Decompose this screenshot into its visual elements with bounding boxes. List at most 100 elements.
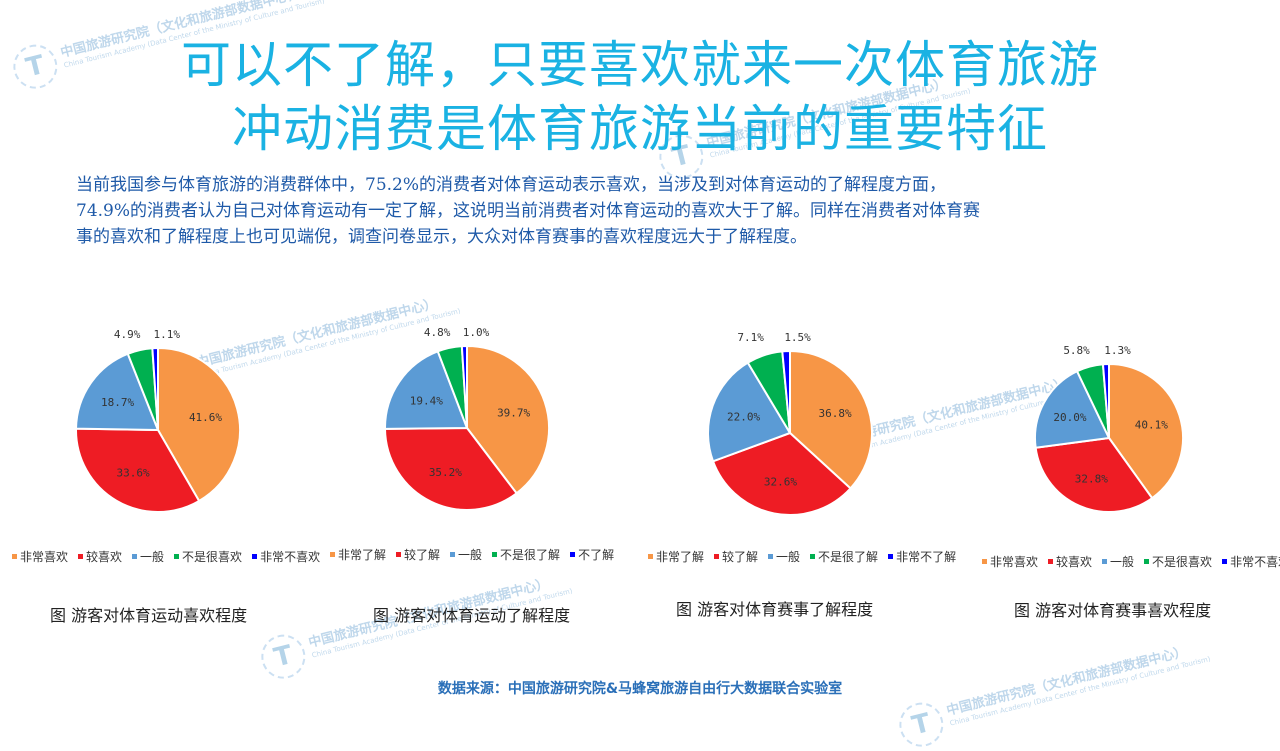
legend-label: 较喜欢 [86, 550, 123, 564]
legend-item: 非常了解 [330, 546, 386, 563]
legend-swatch [1222, 559, 1228, 564]
legend-item: 较喜欢 [78, 548, 122, 565]
legend-swatch [174, 554, 180, 559]
pie-slice [1034, 369, 1111, 449]
page-title: 可以不了解，只要喜欢就来一次体育旅游 [181, 36, 1099, 94]
slice-value-label: 1.3% [1104, 344, 1131, 357]
legend-item: 不是很了解 [810, 548, 878, 565]
pie-slice [384, 350, 469, 430]
slice-value-label: 1.1% [153, 328, 180, 341]
legend-label: 不是很喜欢 [182, 550, 243, 564]
legend-swatch [1102, 559, 1108, 564]
slice-value-label: 4.8% [424, 326, 451, 339]
legend-label: 不是很喜欢 [1152, 555, 1213, 569]
chart-legend: 非常了解 较了解 一般 不是很了解 非常不了解 [648, 548, 956, 565]
legend-item: 不是很喜欢 [174, 548, 242, 565]
legend-item: 较喜欢 [1048, 553, 1092, 570]
legend-item: 非常了解 [648, 548, 704, 565]
legend-label: 非常喜欢 [20, 550, 69, 564]
legend-swatch [810, 554, 816, 559]
legend-label: 一般 [776, 550, 801, 564]
pie-slice [383, 426, 519, 511]
legend-label: 非常不喜欢 [260, 550, 321, 564]
slice-value-label: 32.8% [1075, 473, 1108, 486]
slice-value-label: 4.9% [114, 328, 141, 341]
slice-value-label: 36.8% [818, 407, 851, 420]
pie-slice [151, 346, 159, 431]
legend-label: 非常不喜欢 [1230, 555, 1280, 569]
legend-swatch [768, 554, 774, 559]
legend-swatch [888, 554, 894, 559]
legend-item: 一般 [132, 548, 164, 565]
legend-swatch [330, 552, 335, 557]
pie-slice [74, 352, 160, 432]
description-line: 当前我国参与体育旅游的消费群体中，75.2%的消费者对体育运动表示喜欢，当涉及到… [76, 175, 947, 195]
pie-slice [460, 344, 468, 429]
legend-swatch [1144, 559, 1150, 564]
legend-swatch [78, 554, 84, 559]
chart-caption: 图 游客对体育赛事喜欢程度 [1014, 601, 1212, 620]
chart-caption: 图 游客对体育赛事了解程度 [676, 600, 874, 619]
legend-item: 非常不喜欢 [1222, 553, 1280, 570]
chart-legend: 非常喜欢 较喜欢 一般 不是很喜欢 非常不喜欢 [982, 553, 1280, 570]
legend-item: 不是很了解 [492, 546, 560, 563]
pie-slice [707, 361, 792, 463]
pie-chart-4: 40.1% 32.8% 20.0% 5.8% 1.3% [1034, 344, 1184, 513]
slice-value-label: 19.4% [410, 394, 443, 407]
legend-swatch [132, 554, 138, 559]
slice-value-label: 1.0% [463, 326, 490, 339]
legend-item: 一般 [450, 546, 482, 563]
description-line: 事的喜欢和了解程度上也可见端倪，调查问卷显示，大众对体育赛事的喜欢程度远大于了解… [76, 227, 807, 247]
legend-label: 非常了解 [656, 550, 705, 564]
slice-value-label: 32.6% [764, 475, 797, 488]
page-subtitle: 冲动消费是体育旅游当前的重要特征 [232, 100, 1048, 158]
legend-swatch [648, 554, 653, 559]
legend-swatch [450, 552, 456, 557]
pie-slice [781, 349, 791, 434]
legend-item: 非常不了解 [888, 548, 956, 565]
legend-item: 一般 [768, 548, 800, 565]
legend-label: 较了解 [722, 550, 759, 564]
chart-legend: 非常了解 较了解 一般 不是很了解 不了解 [330, 546, 614, 563]
legend-label: 一般 [140, 550, 165, 564]
legend-label: 一般 [458, 548, 483, 562]
legend-item: 非常喜欢 [982, 553, 1038, 570]
legend-label: 不是很了解 [818, 550, 879, 564]
pie-slice [1101, 362, 1110, 439]
legend-label: 非常了解 [338, 548, 387, 562]
chart-caption: 图 游客对体育运动喜欢程度 [50, 606, 248, 625]
legend-label: 非常不了解 [896, 550, 957, 564]
data-source: 数据来源：中国旅游研究院&马蜂窝旅游自由行大数据联合实验室 [437, 681, 843, 697]
pie-slice [75, 427, 201, 513]
legend-label: 不了解 [578, 548, 615, 562]
legend-swatch [252, 554, 258, 559]
legend-item: 不是很喜欢 [1144, 553, 1212, 570]
legend-item: 较了解 [714, 548, 758, 565]
legend-label: 一般 [1110, 555, 1135, 569]
legend-item: 非常喜欢 [12, 548, 68, 565]
legend-swatch [396, 552, 402, 557]
legend-swatch [1048, 559, 1054, 564]
slice-value-label: 22.0% [727, 411, 760, 424]
legend-swatch [12, 554, 17, 559]
slice-value-label: 33.6% [117, 466, 150, 479]
slice-value-label: 18.7% [101, 396, 134, 409]
legend-label: 非常喜欢 [990, 555, 1039, 569]
pie-slice [1034, 436, 1154, 513]
legend-swatch [570, 552, 576, 557]
pie-slice [1108, 362, 1184, 500]
legend-label: 较喜欢 [1056, 555, 1093, 569]
slice-value-label: 7.1% [737, 331, 764, 344]
pie-slice [157, 346, 241, 503]
pie-chart-3: 36.8% 32.6% 22.0% 7.1% 1.5% [707, 331, 873, 516]
description: 当前我国参与体育旅游的消费群体中，75.2%的消费者对体育运动表示喜欢，当涉及到… [76, 172, 1216, 250]
pie-slice [789, 349, 873, 490]
slice-value-label: 41.6% [189, 411, 222, 424]
slice-value-label: 1.5% [784, 331, 811, 344]
description-line: 74.9%的消费者认为自己对体育运动有一定了解，这说明当前消费者对体育运动的喜欢… [76, 201, 981, 221]
legend-label: 较了解 [404, 548, 441, 562]
legend-swatch [982, 559, 987, 564]
legend-swatch [492, 552, 498, 557]
slice-value-label: 5.8% [1063, 344, 1090, 357]
slice-value-label: 35.2% [429, 466, 462, 479]
